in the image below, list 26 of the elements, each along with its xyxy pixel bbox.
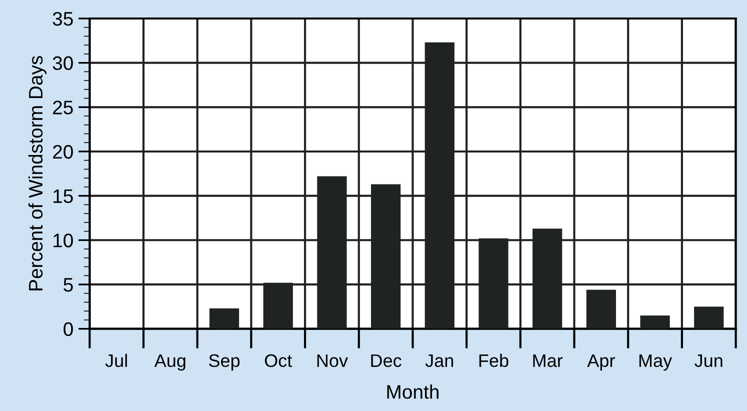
y-tick-label: 10	[54, 234, 73, 248]
bar	[586, 290, 616, 329]
y-tick-label: 0	[64, 322, 73, 336]
x-tick-label: Nov	[317, 354, 348, 368]
bar	[209, 308, 240, 329]
y-tick-label: 20	[53, 144, 73, 159]
x-tick-label: Oct	[264, 354, 292, 368]
y-tick-label: 35	[52, 12, 73, 26]
x-tick-label: Apr	[587, 354, 615, 371]
x-tick-label: Aug	[154, 354, 186, 371]
x-tick-label: Feb	[479, 354, 508, 368]
y-tick-label: 15	[54, 189, 73, 204]
y-axis-title: Percent of Windstorm Days	[28, 56, 46, 290]
x-tick-label: Sep	[209, 354, 240, 371]
x-tick-label: Dec	[371, 354, 402, 368]
x-tick-label: May	[639, 354, 672, 371]
x-axis-title: Month	[387, 384, 438, 399]
x-tick-label: Jan	[425, 354, 454, 368]
y-tick-label: 5	[64, 278, 73, 292]
bar	[694, 306, 724, 329]
y-tick-label: 25	[53, 100, 73, 114]
x-tick-label: Mar	[533, 354, 563, 368]
x-tick-label: Jun	[694, 354, 722, 368]
y-tick-label: 30	[52, 56, 73, 70]
x-tick-label: Jul	[105, 354, 127, 368]
bar	[640, 316, 670, 329]
